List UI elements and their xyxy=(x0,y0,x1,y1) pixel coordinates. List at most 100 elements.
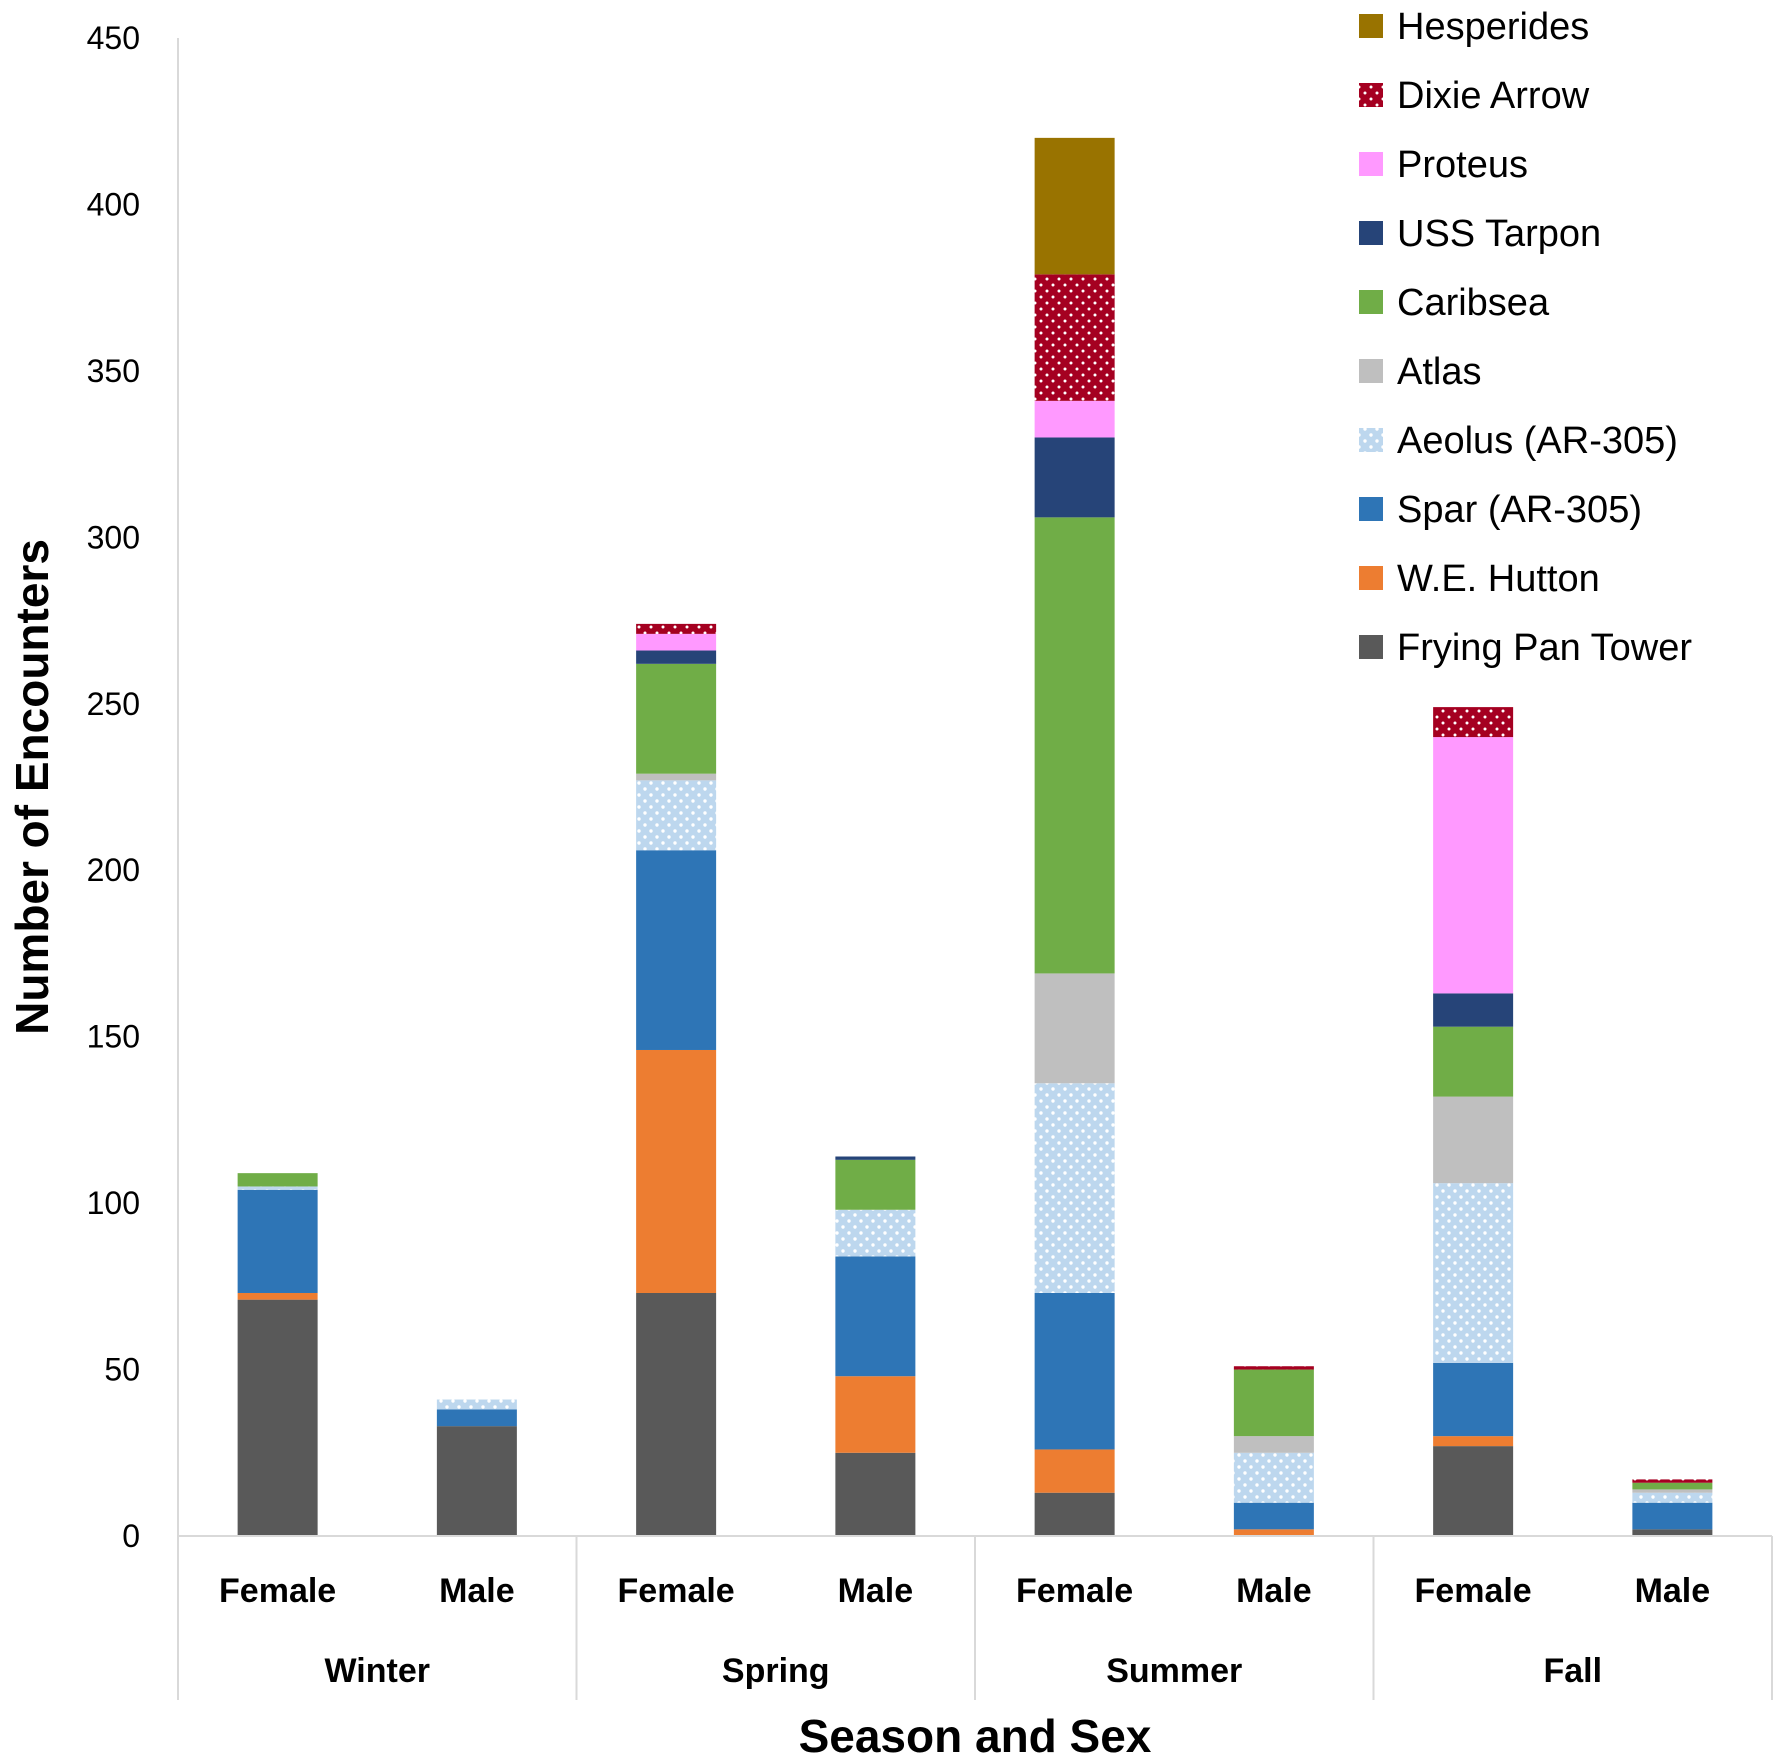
bar-segment-dixie-arrow xyxy=(1433,707,1514,738)
bar-segment-atlas xyxy=(1433,1096,1514,1184)
bar-segment-dixie-arrow xyxy=(1632,1479,1713,1483)
bar-segment-aeolus-ar-305 xyxy=(1433,1183,1514,1363)
x-tick-label: Female xyxy=(1415,1572,1532,1610)
bar-segment-caribsea xyxy=(1034,517,1115,974)
y-tick-label: 250 xyxy=(87,686,140,722)
bar-segment-caribsea xyxy=(1433,1026,1514,1097)
bar-segment-uss-tarpon xyxy=(1433,993,1514,1027)
bar-segment-aeolus-ar-305 xyxy=(1632,1492,1713,1503)
group-label-fall: Fall xyxy=(1543,1652,1602,1690)
bar-segment-w-e-hutton xyxy=(1034,1449,1115,1493)
y-tick-label: 50 xyxy=(104,1352,140,1388)
bar-segment-aeolus-ar-305 xyxy=(835,1209,916,1257)
bar-segment-caribsea xyxy=(1632,1482,1713,1490)
bar-segment-frying-pan-tower xyxy=(1433,1446,1514,1536)
group-label-spring: Spring xyxy=(722,1652,830,1690)
bar-segment-aeolus-ar-305 xyxy=(237,1186,318,1190)
bar-segment-atlas xyxy=(1233,1436,1314,1453)
x-tick-label: Male xyxy=(1236,1572,1312,1610)
legend: Hesperides Dixie Arrow Proteus USS Tarpon Ca… xyxy=(1359,6,1692,669)
bar-segment-caribsea xyxy=(1233,1369,1314,1437)
y-tick-label: 350 xyxy=(87,353,140,389)
legend-label-uss-tarpon: USS Tarpon xyxy=(1397,213,1601,255)
bar-segment-spar-ar-305 xyxy=(636,850,717,1050)
legend-swatch-spar-ar-305 xyxy=(1359,497,1383,521)
bar-segment-spar-ar-305 xyxy=(237,1189,318,1293)
bar-segment-frying-pan-tower xyxy=(1632,1529,1713,1536)
bar-segment-atlas xyxy=(1632,1489,1713,1493)
legend-swatch-w-e-hutton xyxy=(1359,566,1383,590)
bar-segment-proteus xyxy=(1034,400,1115,438)
y-tick-label: 200 xyxy=(87,852,140,888)
y-axis-title: Number of Encounters xyxy=(6,539,58,1035)
legend-label-spar-ar-305: Spar (AR-305) xyxy=(1397,489,1642,531)
bar-segment-spar-ar-305 xyxy=(835,1256,916,1377)
y-tick-label: 150 xyxy=(87,1019,140,1055)
bar-segment-aeolus-ar-305 xyxy=(436,1399,517,1410)
legend-label-caribsea: Caribsea xyxy=(1397,282,1550,324)
legend-swatch-proteus xyxy=(1359,152,1383,176)
bar-segment-spar-ar-305 xyxy=(1632,1502,1713,1530)
bar-segment-w-e-hutton xyxy=(1433,1436,1514,1447)
legend-swatch-aeolus-ar-305 xyxy=(1359,428,1383,452)
legend-swatch-uss-tarpon xyxy=(1359,221,1383,245)
bar-segment-uss-tarpon xyxy=(1034,437,1115,518)
bar-segment-aeolus-ar-305 xyxy=(1233,1452,1314,1503)
legend-label-hesperides: Hesperides xyxy=(1397,6,1589,48)
bar-segment-proteus xyxy=(1433,737,1514,994)
legend-label-atlas: Atlas xyxy=(1397,351,1481,393)
legend-swatch-frying-pan-tower xyxy=(1359,635,1383,659)
legend-label-w-e-hutton: W.E. Hutton xyxy=(1397,558,1600,600)
bar-segment-atlas xyxy=(636,773,717,781)
bar-segment-atlas xyxy=(1034,973,1115,1084)
bar-segment-spar-ar-305 xyxy=(1233,1502,1314,1530)
x-tick-label: Female xyxy=(1016,1572,1133,1610)
bar-segment-caribsea xyxy=(835,1159,916,1210)
legend-label-dixie-arrow: Dixie Arrow xyxy=(1397,75,1590,117)
bars xyxy=(237,137,1713,1536)
x-tick-label: Male xyxy=(439,1572,515,1610)
legend-label-frying-pan-tower: Frying Pan Tower xyxy=(1397,627,1692,669)
group-label-summer: Summer xyxy=(1106,1652,1242,1690)
bar-segment-hesperides xyxy=(1034,137,1115,275)
bar-segment-spar-ar-305 xyxy=(1433,1362,1514,1437)
legend-swatch-hesperides xyxy=(1359,14,1383,38)
legend-swatch-atlas xyxy=(1359,359,1383,383)
x-tick-label: Male xyxy=(1635,1572,1711,1610)
bar-segment-caribsea xyxy=(636,663,717,774)
bar-segment-w-e-hutton xyxy=(1233,1529,1314,1536)
bar-segment-frying-pan-tower xyxy=(636,1292,717,1536)
x-tick-label: Female xyxy=(618,1572,735,1610)
y-tick-label: 400 xyxy=(87,186,140,222)
group-label-winter: Winter xyxy=(325,1652,430,1690)
bar-segment-uss-tarpon xyxy=(835,1156,916,1160)
bar-segment-spar-ar-305 xyxy=(1034,1292,1115,1450)
y-axis-ticks: 0 50 100 150 200 250 300 350 400 450 xyxy=(87,20,140,1554)
bar-segment-w-e-hutton xyxy=(636,1049,717,1293)
bar-segment-aeolus-ar-305 xyxy=(636,780,717,851)
bar-segment-frying-pan-tower xyxy=(237,1299,318,1536)
x-tick-label: Female xyxy=(219,1572,336,1610)
legend-label-proteus: Proteus xyxy=(1397,144,1528,186)
x-axis-labels: Female Male Female Male Female Male Female Male… xyxy=(219,1572,1710,1690)
y-tick-label: 450 xyxy=(87,20,140,56)
bar-segment-dixie-arrow xyxy=(1034,274,1115,401)
bar-segment-frying-pan-tower xyxy=(835,1452,916,1536)
bar-segment-spar-ar-305 xyxy=(436,1409,517,1427)
y-tick-label: 100 xyxy=(87,1185,140,1221)
legend-label-aeolus-ar-305: Aeolus (AR-305) xyxy=(1397,420,1678,462)
axes xyxy=(177,38,1773,1700)
bar-segment-caribsea xyxy=(237,1173,318,1187)
y-tick-label: 0 xyxy=(122,1518,140,1554)
x-axis-title: Season and Sex xyxy=(799,1710,1152,1762)
legend-swatch-caribsea xyxy=(1359,290,1383,314)
bar-segment-w-e-hutton xyxy=(237,1292,318,1300)
bar-segment-frying-pan-tower xyxy=(436,1426,517,1536)
bar-segment-dixie-arrow xyxy=(1233,1366,1314,1370)
bar-segment-proteus xyxy=(636,633,717,651)
bar-segment-frying-pan-tower xyxy=(1034,1492,1115,1536)
legend-swatch-dixie-arrow xyxy=(1359,83,1383,107)
x-tick-label: Male xyxy=(838,1572,914,1610)
y-tick-label: 300 xyxy=(87,519,140,555)
bar-segment-uss-tarpon xyxy=(636,650,717,664)
